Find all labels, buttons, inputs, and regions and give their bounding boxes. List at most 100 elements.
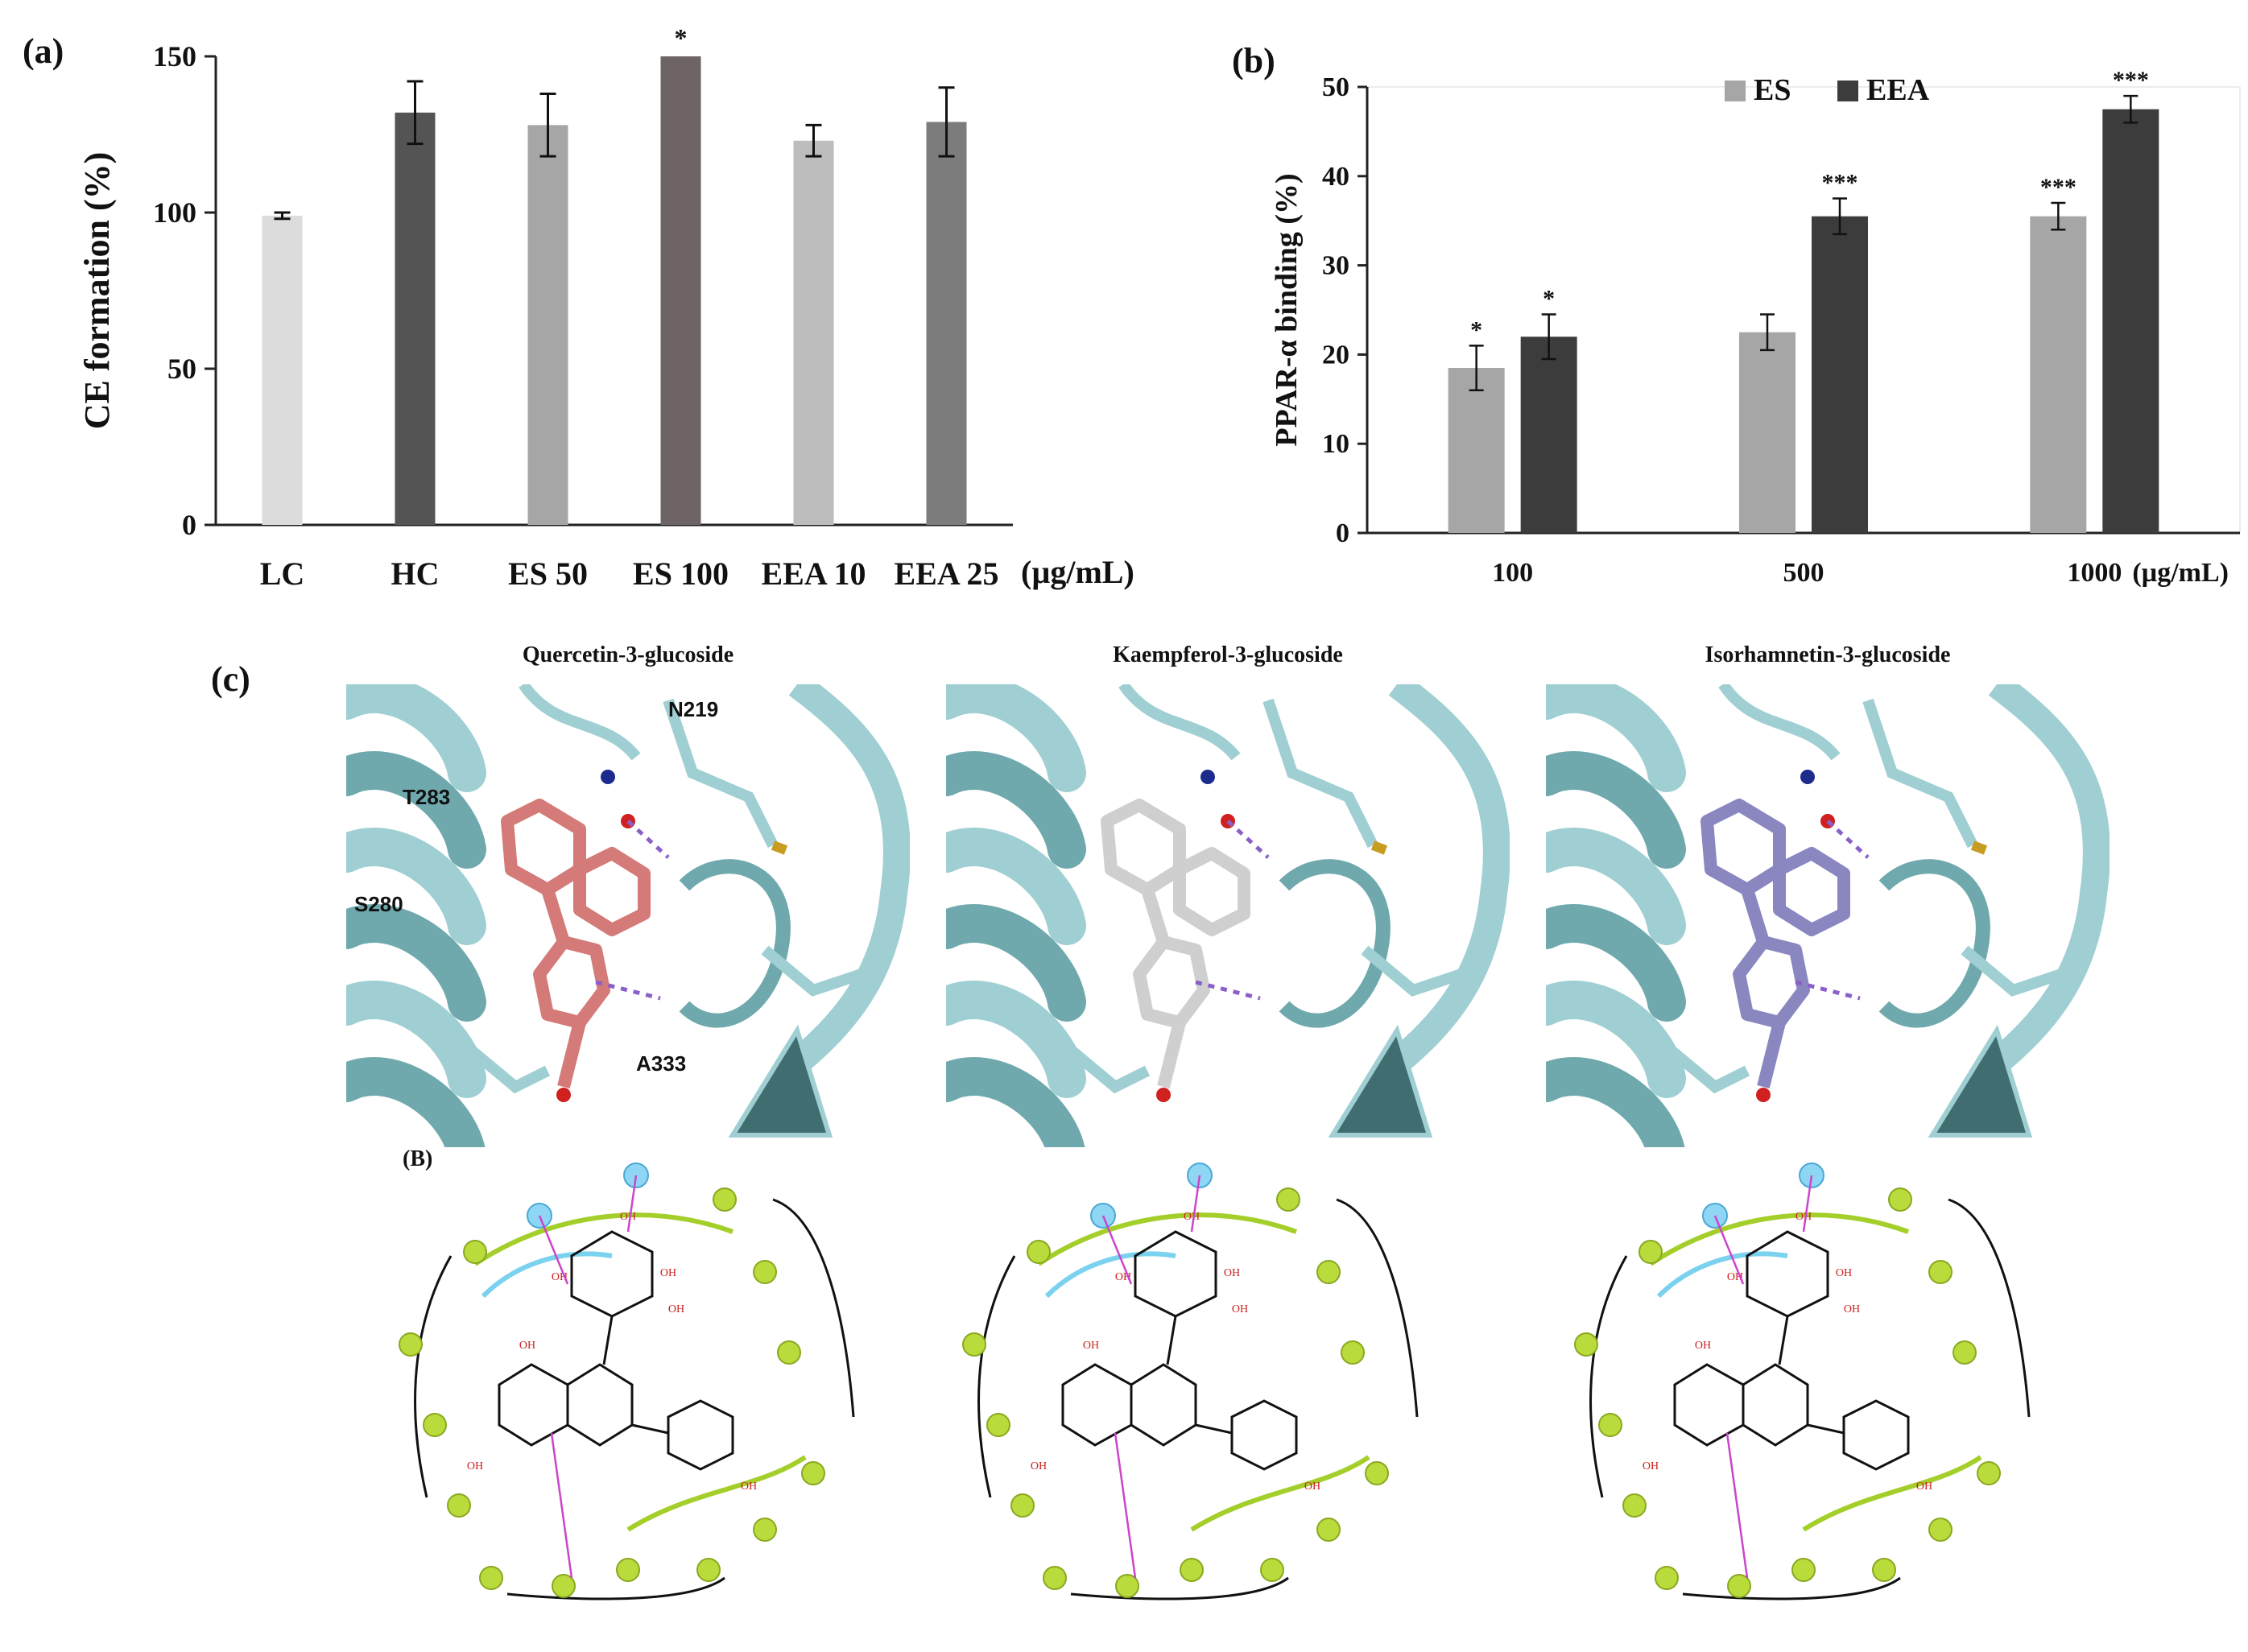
nitrogen-atom: [1200, 770, 1215, 784]
oxygen-atom: [1156, 1088, 1171, 1102]
side-chain: [1663, 1042, 1750, 1094]
residue-node: [616, 1558, 640, 1582]
beta-sheet: [1328, 1024, 1433, 1138]
x-tick-label: 500: [1783, 558, 1824, 588]
chart-b: 0 10 20 30 40 50 PPAR-α binding (%) * * 100 *** 500…: [1270, 67, 2241, 588]
hbond: [1226, 820, 1270, 859]
residue-node: [1180, 1558, 1204, 1582]
side-chain: [1262, 698, 1378, 849]
x-tick-label: 100: [1492, 558, 1533, 588]
ligand-ring: [1133, 935, 1210, 1029]
residue-node: [463, 1240, 487, 1264]
side-chain: [1361, 945, 1464, 997]
residue-t283: T283: [403, 785, 451, 809]
loop: [1878, 859, 1990, 1028]
bond: [1166, 1315, 1177, 1365]
structure-title-1: Kaempferol-3-glucoside: [1113, 642, 1343, 667]
legend-label-ES: ES: [1754, 73, 1791, 107]
residue-node: [1928, 1518, 1953, 1542]
bar-ES-0: [1448, 368, 1505, 533]
y-tick-label: 30: [1322, 251, 1349, 281]
helix-segment: [946, 684, 1086, 792]
y-tick-label: 100: [153, 196, 196, 229]
y-axis-label: PPAR-α binding (%): [1270, 173, 1304, 446]
oh-label: OH: [1796, 1211, 1812, 1223]
residue-node: [1727, 1574, 1751, 1598]
oh-label: OH: [1916, 1481, 1932, 1493]
hbond-arrow: [1802, 1175, 1813, 1233]
oh-label: OH: [668, 1303, 684, 1315]
residue-node: [1027, 1240, 1051, 1264]
significance-marker: ***: [1822, 170, 1858, 196]
residue-node: [1341, 1340, 1365, 1365]
structure-title-2: Isorhamnetin-3-glucoside: [1705, 642, 1951, 667]
unit-label: (µg/mL): [2132, 558, 2229, 588]
residue-node: [399, 1332, 423, 1357]
legend-label-EEA: EEA: [1866, 73, 1930, 107]
y-axis-label: CE formation (%): [77, 152, 117, 430]
oh-label: OH: [1695, 1340, 1711, 1352]
protein-ligand-render-0: [346, 684, 910, 1147]
bond: [631, 1423, 669, 1435]
ligand-bond: [1741, 887, 1786, 1088]
flavonoid-rings: [1673, 1363, 1910, 1471]
ligand-ring: [501, 799, 586, 896]
x-tick-label: EEA 25: [894, 555, 998, 592]
bar-1: [395, 112, 436, 526]
residue-node: [986, 1413, 1010, 1437]
ligand-ring: [1101, 799, 1186, 896]
helix-segment: [946, 751, 1086, 869]
hbond-arrow: [1725, 1432, 1749, 1579]
bond: [1778, 1315, 1789, 1365]
oh-label: OH: [519, 1340, 535, 1352]
hbond-arrow: [626, 1175, 638, 1233]
residue-a333: A333: [636, 1051, 687, 1076]
residue-node: [552, 1574, 576, 1598]
structure-title-0: Quercetin-3-glucoside: [522, 642, 734, 667]
helix-segment: [346, 904, 486, 1022]
residue-node: [1655, 1566, 1679, 1590]
x-tick-label: ES 50: [508, 555, 588, 592]
residue-node: [1316, 1260, 1341, 1284]
residue-node: [1276, 1187, 1300, 1212]
pocket-outline: [473, 1212, 807, 1532]
bar-ES-1: [1739, 332, 1796, 533]
residue-node: [1316, 1518, 1341, 1542]
side-chain: [663, 698, 779, 849]
helix-segment: [946, 1057, 1085, 1147]
residue-node: [1574, 1332, 1598, 1357]
flavonoid-rings: [1061, 1363, 1298, 1471]
residue-node: [1791, 1558, 1816, 1582]
residue-node: [1010, 1493, 1035, 1518]
pocket-outline: [1037, 1212, 1370, 1532]
residue-chain: [977, 1198, 1419, 1600]
helix-segment: [946, 981, 1086, 1098]
ligand-bond: [1141, 887, 1186, 1088]
y-tick-label: 10: [1322, 429, 1349, 459]
y-tick-label: 0: [182, 509, 196, 541]
ligand-ring: [1773, 847, 1850, 936]
oh-label: OH: [1844, 1303, 1860, 1315]
panel-label-c: (c): [211, 659, 250, 699]
residue-node: [696, 1558, 721, 1582]
hbond-arrow: [1190, 1175, 1201, 1233]
residue-node: [1953, 1340, 1977, 1365]
significance-marker: *: [675, 23, 688, 52]
hbond-arrow: [1114, 1432, 1137, 1579]
y-tick-label: 20: [1322, 340, 1349, 370]
helix-segment: [946, 904, 1086, 1022]
ligand-ring: [1700, 799, 1786, 896]
helix-segment: [346, 684, 486, 792]
residue-node: [1598, 1413, 1622, 1437]
significance-marker: *: [1543, 286, 1555, 312]
helix-segment: [946, 828, 1086, 945]
side-chain: [463, 1042, 551, 1094]
residue-node: [423, 1413, 447, 1437]
bar-5: [926, 122, 967, 526]
hbond: [1826, 820, 1870, 859]
loop: [1388, 684, 1510, 1074]
bond: [1807, 1423, 1845, 1435]
